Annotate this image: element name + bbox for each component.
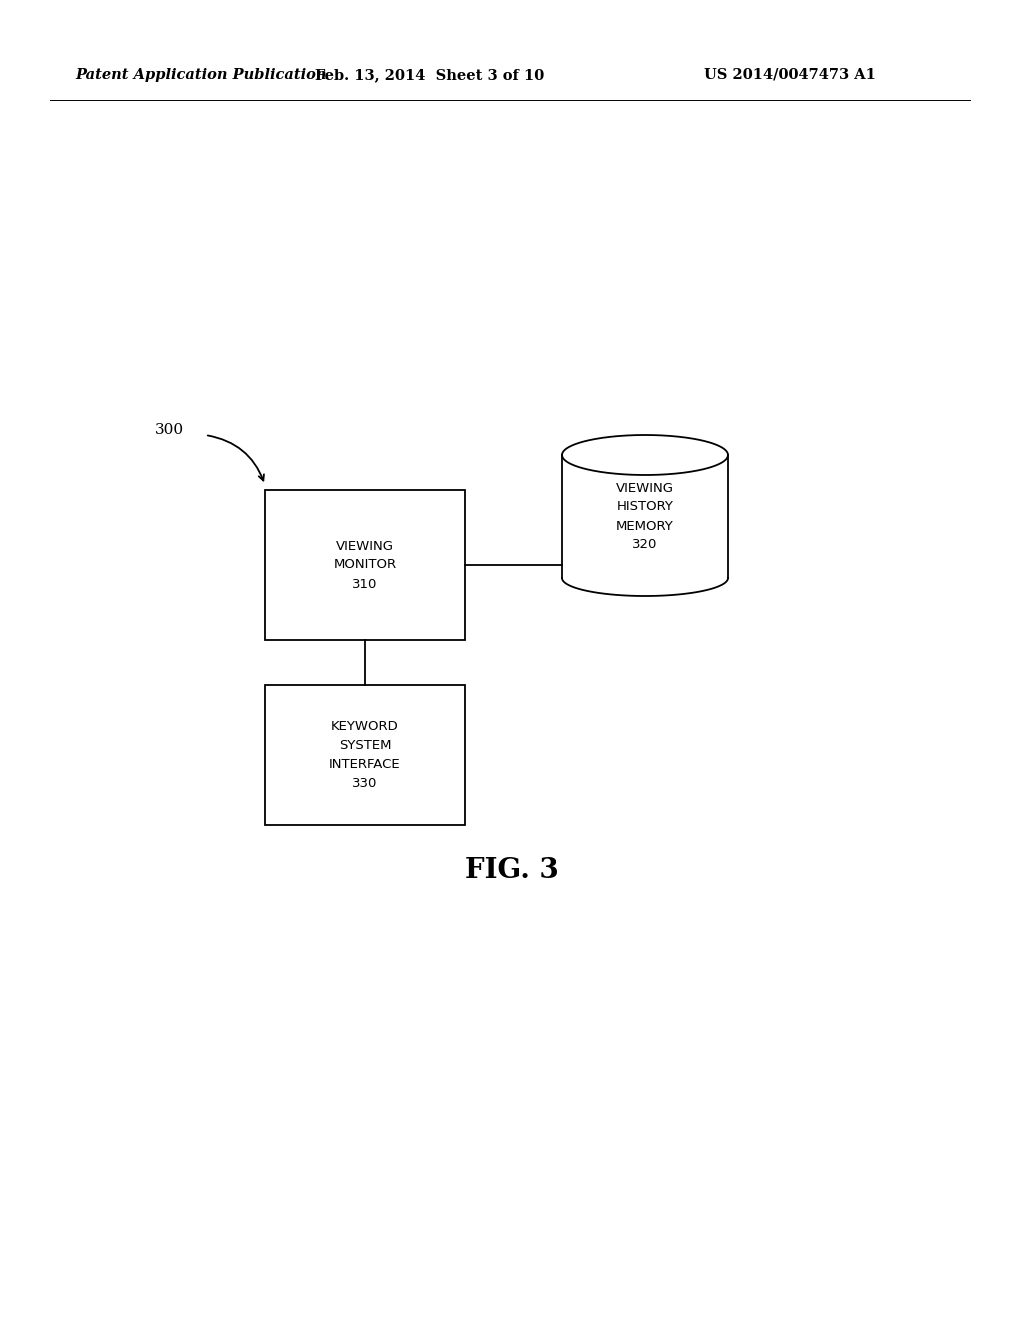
Bar	[265, 685, 465, 825]
Bar	[265, 490, 465, 640]
Text: FIG. 3: FIG. 3	[465, 857, 559, 883]
Text: US 2014/0047473 A1: US 2014/0047473 A1	[705, 69, 876, 82]
Text: 300: 300	[155, 422, 184, 437]
Text: KEYWORD
SYSTEM
INTERFACE
330: KEYWORD SYSTEM INTERFACE 330	[329, 719, 400, 789]
Text: VIEWING
HISTORY
MEMORY
320: VIEWING HISTORY MEMORY 320	[616, 482, 674, 552]
Text: VIEWING
MONITOR
310: VIEWING MONITOR 310	[334, 540, 396, 590]
Text: Patent Application Publication: Patent Application Publication	[75, 69, 327, 82]
Bar	[562, 455, 728, 578]
Text: Feb. 13, 2014  Sheet 3 of 10: Feb. 13, 2014 Sheet 3 of 10	[315, 69, 545, 82]
